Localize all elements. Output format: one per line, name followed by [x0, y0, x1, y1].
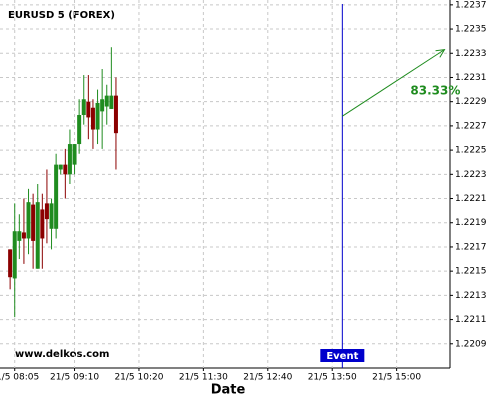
- x-tick-label: 21/5 08:05: [0, 373, 39, 383]
- candle-body: [63, 164, 68, 175]
- candle-body: [95, 102, 100, 130]
- candle-body: [58, 164, 63, 170]
- event-box: [320, 349, 365, 362]
- prediction-label: 83.33%: [410, 83, 460, 97]
- y-tick-label: 1.2217: [455, 242, 487, 252]
- candle-body: [67, 144, 72, 175]
- y-tick-label: 1.2237: [455, 0, 487, 10]
- candle-body: [17, 231, 22, 241]
- candle-body: [31, 204, 36, 241]
- candle-body: [8, 249, 13, 278]
- candle-body: [35, 202, 40, 269]
- prediction-arrow: [342, 49, 445, 117]
- candle-body: [12, 231, 17, 279]
- chart-title: EURUSD 5 (FOREX): [8, 10, 115, 21]
- y-tick-label: 1.2219: [455, 218, 487, 228]
- x-tick-label: 21/5 12:40: [243, 373, 292, 383]
- y-tick-label: 1.2225: [455, 146, 487, 156]
- y-tick-label: 1.2223: [455, 170, 487, 180]
- y-tick-label: 1.2215: [455, 267, 487, 277]
- candle-body: [77, 115, 82, 145]
- candle-body: [81, 99, 86, 115]
- watermark: www.delkos.com: [15, 349, 109, 360]
- x-tick-label: 21/5 09:10: [50, 373, 99, 383]
- y-tick-label: 1.2229: [455, 97, 487, 107]
- candle-body: [100, 99, 105, 112]
- x-tick-label: 21/5 11:30: [179, 373, 228, 383]
- candle-body: [54, 164, 59, 229]
- x-axis-label: Date: [211, 383, 246, 398]
- y-tick-label: 1.2227: [455, 121, 487, 131]
- y-tick-label: 1.2221: [455, 194, 487, 204]
- x-tick-label: 21/5 10:20: [114, 373, 163, 383]
- candle-body: [44, 203, 49, 220]
- y-tick-label: 1.2213: [455, 291, 487, 301]
- candle-body: [90, 107, 95, 130]
- candle-body: [104, 95, 109, 107]
- y-tick-label: 1.2209: [455, 339, 487, 349]
- event-label: Event: [326, 351, 358, 362]
- y-tick-label: 1.2235: [455, 25, 487, 35]
- x-tick-label: 21/5 15:00: [372, 373, 421, 383]
- candle-body: [49, 203, 54, 229]
- candle-body: [72, 144, 77, 165]
- candle-body: [86, 101, 91, 118]
- y-tick-label: 1.2211: [455, 315, 487, 325]
- y-tick-label: 1.2233: [455, 49, 487, 59]
- candle-body: [21, 232, 26, 239]
- arrow-head: [435, 49, 446, 58]
- candle-body: [109, 95, 114, 109]
- candle-body: [40, 209, 45, 239]
- candle-body: [26, 202, 31, 239]
- candle-body: [113, 95, 118, 134]
- x-tick-label: 21/5 13:50: [308, 373, 357, 383]
- y-tick-label: 1.2231: [455, 73, 487, 83]
